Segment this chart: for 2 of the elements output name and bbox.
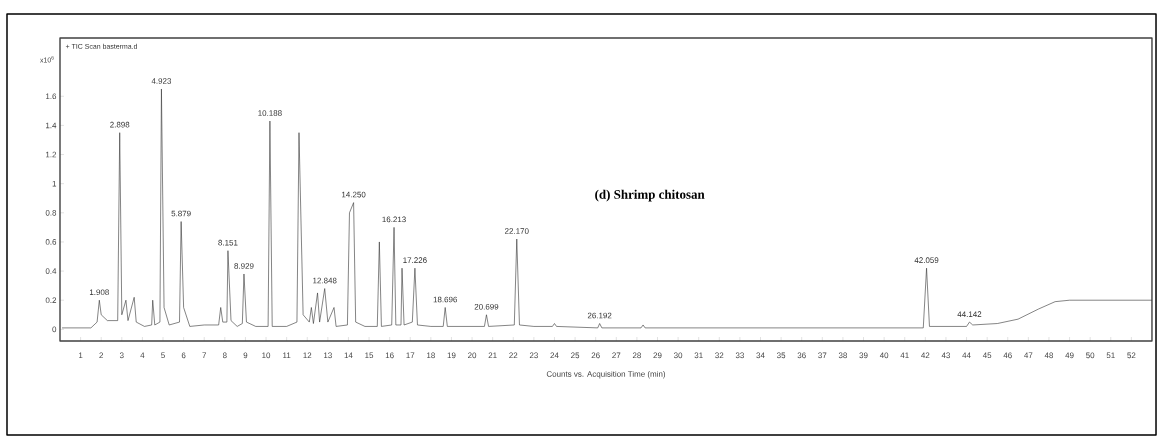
text: (d) Shrimp chitosan <box>595 189 705 202</box>
line-series <box>61 88 1153 329</box>
